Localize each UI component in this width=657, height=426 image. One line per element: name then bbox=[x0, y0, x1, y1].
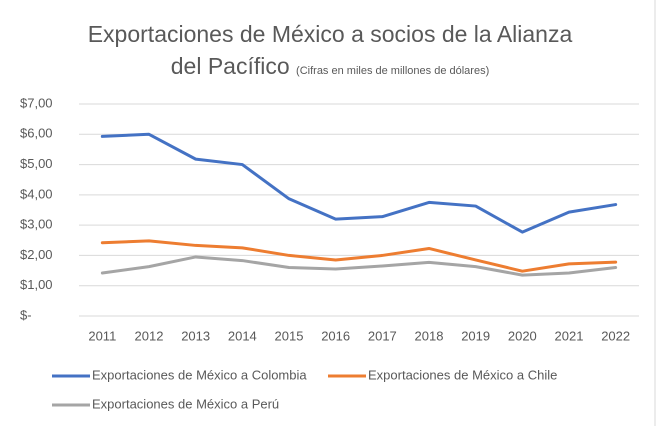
series-line bbox=[100, 132, 618, 234]
x-tick-label: 2021 bbox=[555, 328, 584, 343]
x-tick-label: 2018 bbox=[415, 328, 444, 343]
y-tick-label: $6,00 bbox=[20, 126, 53, 141]
chart-subtitle: (Cifras en miles de millones de dólares) bbox=[296, 65, 490, 77]
series-line bbox=[100, 239, 618, 273]
y-tick-label: $1,00 bbox=[20, 277, 53, 292]
x-tick-label: 2019 bbox=[461, 328, 490, 343]
series-line bbox=[100, 255, 618, 277]
legend-label: Exportaciones de México a Chile bbox=[368, 367, 557, 382]
chart-title-block: Exportaciones de México a socios de la A… bbox=[80, 18, 580, 87]
y-tick-label: $7,00 bbox=[20, 95, 53, 110]
x-tick-label: 2012 bbox=[135, 328, 164, 343]
x-tick-label: 2011 bbox=[88, 328, 116, 343]
x-tick-label: 2015 bbox=[275, 328, 304, 343]
y-tick-label: $3,00 bbox=[20, 217, 53, 232]
x-tick-label: 2020 bbox=[508, 328, 537, 343]
x-tick-label: 2022 bbox=[601, 328, 630, 343]
x-tick-label: 2016 bbox=[321, 328, 350, 343]
x-tick-label: 2014 bbox=[228, 328, 257, 343]
chart-title: Exportaciones de México a socios de la A… bbox=[87, 21, 573, 79]
legend-label: Exportaciones de México a Perú bbox=[92, 396, 279, 411]
x-tick-label: 2013 bbox=[181, 328, 210, 343]
y-tick-label: $- bbox=[20, 307, 32, 322]
y-tick-label: $5,00 bbox=[20, 156, 53, 171]
y-tick-label: $4,00 bbox=[20, 186, 53, 201]
legend-label: Exportaciones de México a Colombia bbox=[92, 367, 307, 382]
x-tick-label: 2017 bbox=[368, 328, 397, 343]
y-tick-label: $2,00 bbox=[20, 247, 53, 262]
